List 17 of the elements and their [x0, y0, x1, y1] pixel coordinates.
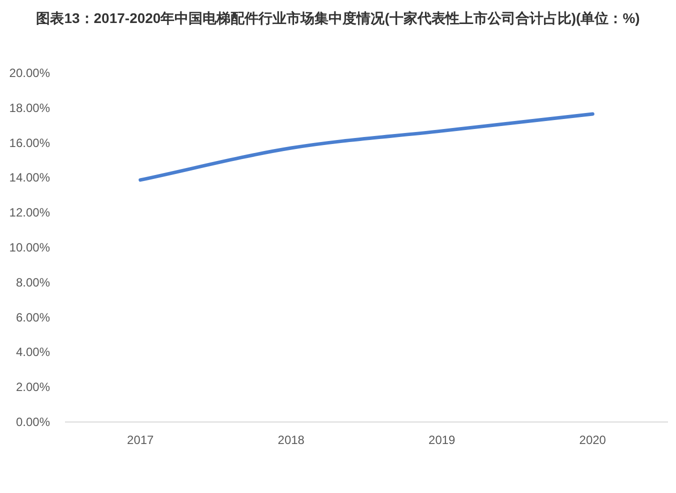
x-tick-label: 2020: [579, 433, 606, 447]
y-tick-label: 8.00%: [16, 275, 50, 290]
y-tick-label: 10.00%: [9, 240, 50, 254]
y-tick-label: 20.00%: [9, 66, 50, 80]
y-tick-label: 12.00%: [9, 206, 50, 220]
x-tick-label: 2019: [428, 433, 456, 447]
y-tick-label: 2.00%: [16, 380, 50, 394]
x-tick-label: 2017: [127, 433, 154, 447]
chart-title: 图表13：2017-2020年中国电梯配件行业市场集中度情况(十家代表性上市公司合计占比)(单位：%): [35, 9, 641, 28]
y-tick-label: 14.00%: [9, 170, 50, 185]
y-tick-label: 6.00%: [16, 310, 50, 324]
line-series: [138, 112, 594, 182]
x-tick-label: 2018: [278, 433, 305, 447]
y-tick-label: 18.00%: [9, 100, 50, 115]
y-tick-label: 0.00%: [16, 415, 50, 429]
y-tick-label: 16.00%: [9, 136, 50, 150]
y-tick-label: 4.00%: [16, 345, 50, 360]
